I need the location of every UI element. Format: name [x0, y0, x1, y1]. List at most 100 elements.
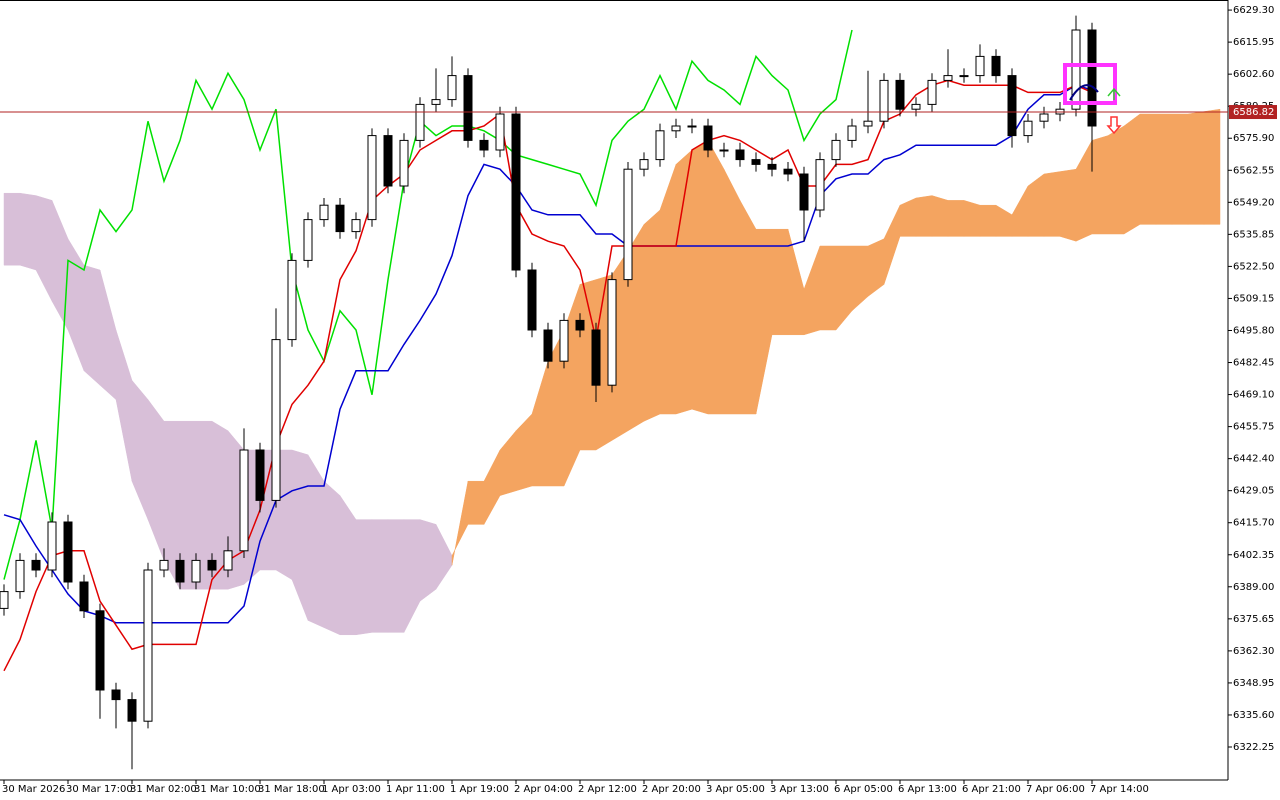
cloud-segment	[723, 169, 741, 415]
cloud-segment	[371, 519, 389, 633]
y-tick-label: 6362.30	[1233, 646, 1274, 657]
y-tick-label: 6549.20	[1233, 197, 1274, 208]
candle-body	[911, 103, 921, 110]
cloud-segment	[387, 519, 405, 633]
candle-body	[511, 113, 521, 271]
y-tick-label: 6335.60	[1233, 710, 1274, 721]
x-tick-label: 31 Mar 18:00	[258, 784, 325, 795]
candle-body	[399, 139, 409, 187]
down-arrow	[1106, 116, 1122, 135]
cloud-segment	[1139, 113, 1157, 225]
x-tick-label: 30 Mar 17:00	[66, 784, 133, 795]
candle-body	[303, 219, 313, 261]
cloud-segment	[355, 519, 373, 636]
candle-body	[719, 149, 729, 152]
candle-body	[815, 159, 825, 211]
price-label-box	[1229, 105, 1277, 120]
candle-body	[943, 75, 953, 81]
cloud-segment	[1155, 113, 1173, 225]
candle-body	[383, 135, 393, 187]
cloud-segment	[1171, 113, 1189, 225]
x-tick-label: 3 Apr 05:00	[706, 784, 765, 795]
candle-body	[479, 139, 489, 151]
cloud-segment	[691, 139, 709, 415]
candle-body	[287, 259, 297, 341]
y-tick-label: 6575.90	[1233, 133, 1274, 144]
candle-body	[655, 130, 665, 161]
candle-body	[703, 125, 713, 151]
cloud-segment	[1187, 111, 1205, 225]
candle-body	[991, 55, 1001, 77]
candle-body	[1023, 120, 1033, 137]
candle-body	[591, 329, 601, 386]
candle-body	[687, 125, 697, 128]
candle-body	[335, 204, 345, 233]
y-tick-label: 6455.75	[1233, 422, 1274, 433]
x-tick-label: 3 Apr 13:00	[770, 784, 829, 795]
candle-body	[127, 699, 137, 722]
y-tick-label: 6442.40	[1233, 454, 1274, 465]
y-tick-label: 6509.15	[1233, 293, 1274, 304]
price-label: 6586.82	[1233, 107, 1274, 118]
candle-body	[879, 79, 889, 122]
candle-body	[191, 559, 201, 583]
candle-body	[671, 125, 681, 132]
candle-body	[527, 269, 537, 331]
y-tick-label: 6629.30	[1233, 5, 1274, 16]
candle-body	[559, 319, 569, 362]
cloud-segment	[323, 480, 341, 636]
candle-body	[223, 550, 233, 571]
indicator-line	[3, 84, 1093, 624]
candle-body	[927, 79, 937, 105]
cloud-segment	[675, 149, 693, 415]
cloud-segment	[771, 228, 789, 336]
y-tick-label: 6375.65	[1233, 614, 1274, 625]
y-tick-label: 6562.55	[1233, 165, 1274, 176]
candles	[0, 15, 1097, 770]
cloud-segment	[707, 139, 725, 415]
cloud-segment	[931, 195, 949, 237]
candle-body	[1071, 29, 1081, 110]
candle-body	[751, 159, 761, 165]
x-tick-label: 6 Apr 05:00	[834, 784, 893, 795]
candle-body	[15, 559, 25, 593]
cloud-segment	[1107, 125, 1125, 235]
candle-body	[799, 173, 809, 211]
candle-body	[1039, 113, 1049, 122]
candle-body	[959, 75, 969, 78]
x-tick-label: 6 Apr 21:00	[962, 784, 1021, 795]
y-tick-label: 6389.00	[1233, 582, 1274, 593]
x-tick-label: 7 Apr 14:00	[1090, 784, 1149, 795]
cloud-segment	[3, 192, 21, 266]
cloud-segment	[1091, 135, 1109, 235]
candle-body	[351, 219, 361, 233]
candle-body	[463, 75, 473, 141]
cloud-segment	[83, 264, 101, 386]
box-curve	[1069, 84, 1099, 101]
cloud-segment	[467, 480, 485, 525]
y-tick-label: 6602.60	[1233, 69, 1274, 80]
up-arrow	[1107, 87, 1121, 100]
candle-body	[767, 163, 777, 170]
candle-body	[575, 319, 585, 331]
y-tick-label: 6522.50	[1233, 261, 1274, 272]
indicator-line	[3, 79, 1093, 672]
cloud-segment	[419, 519, 437, 602]
y-tick-label: 6322.25	[1233, 742, 1274, 753]
x-tick-label: 2 Apr 04:00	[514, 784, 573, 795]
candle-body	[143, 569, 153, 722]
y-tick-label: 6535.85	[1233, 229, 1274, 240]
candle-body	[63, 521, 73, 583]
candle-body	[895, 79, 905, 110]
candle-body	[1087, 29, 1097, 127]
candle-body	[95, 610, 105, 691]
x-tick-label: 31 Mar 10:00	[194, 784, 261, 795]
x-tick-label: 2 Apr 20:00	[642, 784, 701, 795]
x-tick-label: 6 Apr 13:00	[898, 784, 957, 795]
candle-body	[207, 559, 217, 571]
y-tick-label: 6615.95	[1233, 37, 1274, 48]
y-tick-label: 6402.35	[1233, 550, 1274, 561]
candle-body	[31, 559, 41, 571]
